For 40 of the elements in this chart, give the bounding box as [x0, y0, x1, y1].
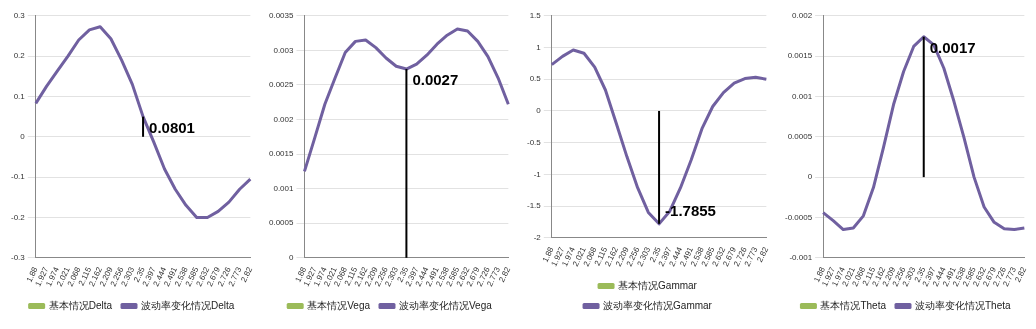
y-tick-label: -1	[533, 169, 542, 179]
y-tick-label: 0.002	[273, 114, 295, 124]
annotation: 0.0027	[412, 71, 459, 89]
legend-label: 基本情况Vega	[307, 299, 371, 311]
y-tick-label: -0.0005	[784, 212, 813, 222]
y-tick-label: 0.0025	[269, 80, 295, 90]
y-tick-label: -0.1	[10, 172, 26, 182]
legend-label: 基本情况Theta	[820, 299, 887, 311]
y-tick-label: 0.3	[13, 11, 26, 20]
legend-label: 基本情况Gammar	[618, 279, 698, 291]
y-tick-label: 0.003	[273, 45, 295, 55]
y-tick-label: -0.001	[789, 253, 813, 262]
y-tick-label: 0.002	[792, 11, 813, 20]
y-tick-label: -0.2	[10, 212, 26, 222]
y-tick-label: 0	[20, 132, 26, 141]
y-tick-label: 1.5	[529, 11, 542, 20]
legend-label: 基本情况Delta	[48, 299, 113, 311]
legend-label: 波动率变化情况Gammar	[603, 299, 713, 311]
y-tick-label: 0.001	[792, 91, 813, 101]
y-tick-label: 0.0015	[787, 51, 813, 61]
y-tick-label: -2	[533, 233, 542, 242]
y-tick-label: 0.1	[13, 91, 26, 101]
annotation: 0.0801	[149, 118, 195, 136]
legend-label: 波动率变化情况Theta	[915, 299, 1012, 311]
y-tick-label: 0.5	[529, 74, 542, 84]
y-tick-label: 0	[289, 253, 295, 262]
legend-label: 波动率变化情况Delta	[141, 299, 235, 311]
y-tick-label: -0.3	[10, 253, 26, 262]
y-tick-label: 0	[536, 106, 542, 116]
y-tick-label: 1	[536, 42, 542, 52]
y-tick-label: 0.0005	[269, 218, 295, 228]
y-tick-label: 0.0005	[787, 132, 813, 141]
y-tick-label: -0.5	[526, 137, 542, 147]
legend-label: 波动率变化情况Vega	[399, 299, 493, 311]
y-tick-label: -1.5	[526, 201, 542, 211]
y-tick-label: 0.0015	[269, 149, 295, 159]
y-tick-label: 0.0035	[269, 11, 295, 20]
y-tick-label: 0	[807, 172, 813, 182]
y-tick-label: 0.2	[13, 51, 26, 61]
y-tick-label: 0.001	[273, 183, 295, 193]
